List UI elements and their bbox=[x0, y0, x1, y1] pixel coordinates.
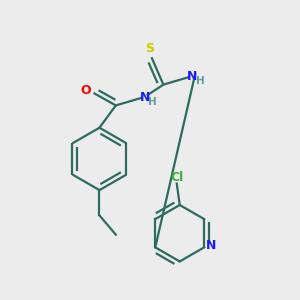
Text: H: H bbox=[196, 76, 204, 86]
Text: N: N bbox=[206, 239, 216, 252]
Text: Cl: Cl bbox=[171, 170, 184, 184]
Text: O: O bbox=[80, 84, 91, 97]
Text: S: S bbox=[146, 42, 154, 56]
Text: N: N bbox=[140, 91, 150, 103]
Text: N: N bbox=[187, 70, 197, 83]
Text: H: H bbox=[148, 97, 157, 106]
